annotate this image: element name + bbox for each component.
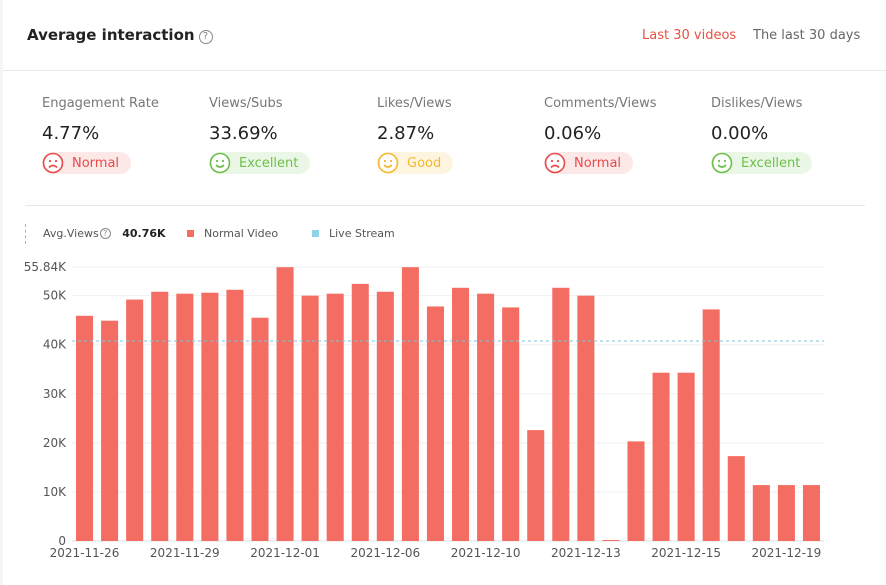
avg-views-value: 40.76K xyxy=(122,227,166,240)
bar xyxy=(226,289,244,541)
legend-swatch xyxy=(312,230,319,237)
legend-live-stream[interactable]: Live Stream xyxy=(312,227,395,240)
card-header: Average interaction? Last 30 videos The … xyxy=(3,0,886,71)
status-text: Good xyxy=(407,155,442,171)
y-tick-label: 10K xyxy=(43,485,67,499)
bar xyxy=(627,441,645,541)
bar xyxy=(276,267,294,541)
smile-face-icon xyxy=(209,152,231,174)
avg-views-legend: Avg.Views? 40.76K xyxy=(43,227,166,240)
bar xyxy=(802,485,820,541)
status-badge: Excellent xyxy=(711,152,813,174)
bar xyxy=(552,287,570,541)
x-tick-label: 2021-12-19 xyxy=(752,546,822,560)
bar xyxy=(752,485,770,541)
x-tick-label: 2021-12-10 xyxy=(451,546,521,560)
metric-label: Comments/Views xyxy=(544,96,657,111)
x-tick-label: 2021-12-15 xyxy=(651,546,721,560)
metric-value: 0.00% xyxy=(711,123,769,144)
metric-0: Engagement Rate 4.77% Normal xyxy=(42,96,159,178)
y-tick-label: 30K xyxy=(43,387,67,401)
metric-4: Dislikes/Views 0.00% Excellent xyxy=(711,96,813,178)
bar xyxy=(602,540,620,541)
status-badge: Normal xyxy=(42,152,132,174)
help-icon[interactable]: ? xyxy=(198,30,213,44)
avg-views-label: Avg.Views xyxy=(43,227,99,240)
metric-value: 0.06% xyxy=(544,123,602,144)
tab-last-30-days[interactable]: The last 30 days xyxy=(753,28,861,43)
smile-face-icon xyxy=(377,152,399,174)
status-badge: Normal xyxy=(544,152,634,174)
smile-face-icon xyxy=(711,152,733,174)
status-text: Normal xyxy=(72,155,120,171)
y-tick-label: 40K xyxy=(43,338,67,352)
title-text: Average interaction xyxy=(27,26,195,44)
help-icon[interactable]: ? xyxy=(99,228,111,239)
bar xyxy=(777,485,795,541)
average-interaction-card: Average interaction? Last 30 videos The … xyxy=(3,0,886,585)
y-tick-label: 50K xyxy=(43,289,67,303)
metric-1: Views/Subs 33.69% Excellent xyxy=(209,96,311,178)
bar xyxy=(677,372,695,541)
y-tick-label: 55.84K xyxy=(24,260,67,274)
card-title: Average interaction? xyxy=(27,26,213,44)
status-text: Normal xyxy=(574,155,622,171)
x-tick-label: 2021-11-26 xyxy=(50,546,120,560)
metric-value: 4.77% xyxy=(42,123,100,144)
divider xyxy=(25,205,865,206)
y-tick-label: 20K xyxy=(43,436,67,450)
bar xyxy=(452,287,470,541)
bar xyxy=(126,299,144,541)
views-bar-chart: 0 10K 20K 30K 40K 50K 55.84K 2021-11-26 2021-11-… xyxy=(24,260,824,560)
metric-value: 33.69% xyxy=(209,123,278,144)
bar xyxy=(376,291,394,541)
x-tick-label: 2021-11-29 xyxy=(150,546,220,560)
status-text: Excellent xyxy=(741,155,801,171)
bar xyxy=(401,267,419,541)
legend-label: Live Stream xyxy=(329,227,395,240)
bar xyxy=(151,291,169,541)
bar xyxy=(426,306,444,541)
status-badge: Good xyxy=(377,152,454,174)
metric-2: Likes/Views 2.87% Good xyxy=(377,96,454,178)
metric-value: 2.87% xyxy=(377,123,435,144)
bar xyxy=(101,320,119,541)
metric-label: Likes/Views xyxy=(377,96,452,111)
metric-label: Dislikes/Views xyxy=(711,96,803,111)
bar xyxy=(201,292,219,541)
status-badge: Excellent xyxy=(209,152,311,174)
sad-face-icon xyxy=(544,152,566,174)
legend-swatch xyxy=(187,230,194,237)
bar xyxy=(326,293,344,541)
bar xyxy=(351,283,369,541)
bar xyxy=(702,309,720,541)
bar xyxy=(251,317,269,541)
legend-label: Normal Video xyxy=(204,227,279,240)
metric-label: Engagement Rate xyxy=(42,96,159,111)
y-tick-label: 0 xyxy=(58,534,66,548)
tab-last-30-videos[interactable]: Last 30 videos xyxy=(642,28,737,43)
bar xyxy=(477,293,495,541)
bar xyxy=(301,295,319,541)
x-tick-label: 2021-12-06 xyxy=(350,546,420,560)
legend-normal-video[interactable]: Normal Video xyxy=(187,227,278,240)
bar xyxy=(176,293,194,541)
metric-label: Views/Subs xyxy=(209,96,283,111)
bar xyxy=(577,295,595,541)
bar xyxy=(76,315,94,541)
x-tick-label: 2021-12-13 xyxy=(551,546,621,560)
bar xyxy=(652,372,670,541)
status-text: Excellent xyxy=(239,155,299,171)
bar xyxy=(527,430,545,541)
bar xyxy=(502,307,520,541)
sad-face-icon xyxy=(42,152,64,174)
metric-3: Comments/Views 0.06% Normal xyxy=(544,96,656,178)
bar xyxy=(727,456,745,541)
x-tick-label: 2021-12-01 xyxy=(250,546,320,560)
